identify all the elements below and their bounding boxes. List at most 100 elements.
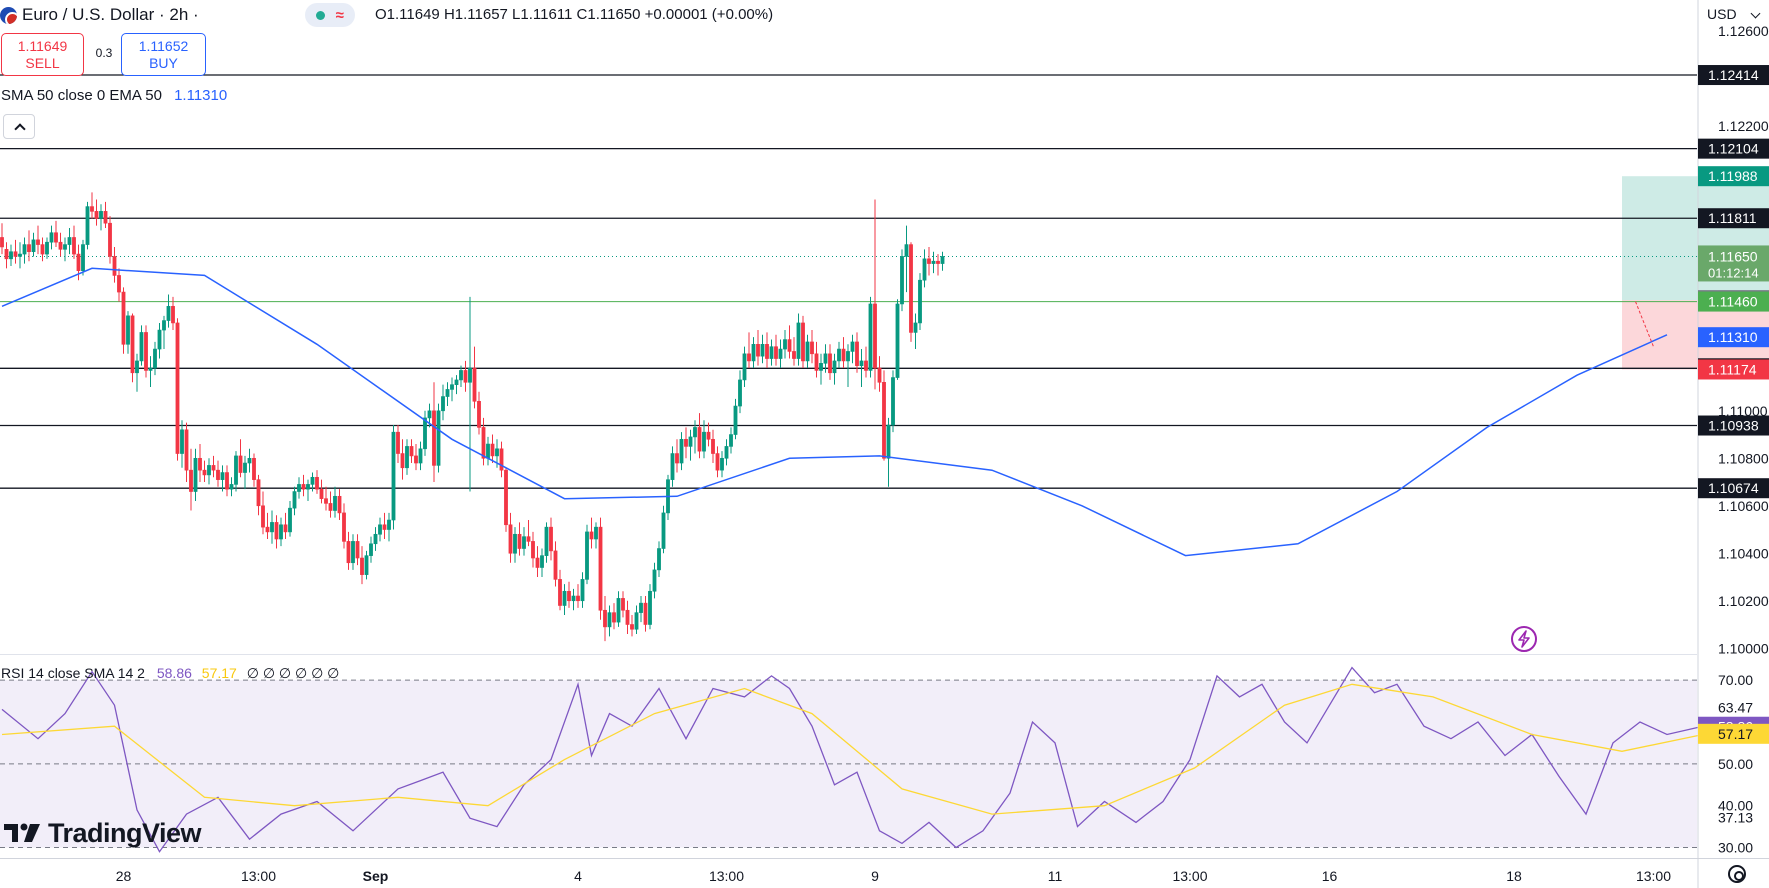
- candle-body: [481, 427, 486, 459]
- candle-body: [265, 526, 270, 533]
- candle-body: [796, 322, 801, 359]
- sell-button[interactable]: 1.11649 SELL: [1, 33, 84, 76]
- time-tick-label: 18: [1506, 868, 1522, 884]
- gear-icon[interactable]: [1728, 865, 1746, 883]
- candle-body: [652, 569, 657, 592]
- target-zone: [1622, 176, 1769, 301]
- candle-body: [234, 455, 238, 485]
- tradingview-logo: TradingView: [4, 817, 202, 848]
- candle-body: [193, 457, 198, 492]
- candle-body: [324, 498, 328, 504]
- candle-body: [774, 346, 778, 359]
- candle-body: [400, 453, 405, 469]
- candle-body: [306, 484, 310, 490]
- candle-body: [94, 211, 99, 219]
- candle-body: [720, 457, 724, 471]
- candle-body: [378, 524, 382, 535]
- candle-body: [247, 457, 252, 464]
- candle-body: [126, 315, 130, 345]
- candle-body: [99, 211, 103, 219]
- candle-body: [477, 400, 481, 428]
- candle-body: [783, 339, 787, 350]
- candle-body: [886, 424, 891, 459]
- candle-body: [787, 339, 792, 352]
- candle-body: [738, 379, 742, 407]
- candle-body: [828, 353, 832, 374]
- candle-body: [594, 526, 598, 540]
- candle-body: [148, 367, 153, 371]
- candle-body: [805, 341, 810, 362]
- candle-body: [648, 590, 652, 625]
- candle-body: [751, 344, 756, 362]
- price-tag-stop: 1.11174: [1708, 361, 1757, 377]
- bolt-icon[interactable]: [1511, 626, 1537, 652]
- rsi-legend[interactable]: RSI 14 close SMA 14 2 58.86 57.17 ∅ ∅ ∅ …: [1, 665, 339, 682]
- candle-body: [733, 405, 738, 435]
- price-tag-target: 1.11988: [1708, 168, 1758, 184]
- candle-body: [67, 237, 72, 245]
- candle-body: [868, 303, 873, 371]
- candle-body: [270, 522, 274, 533]
- candle-body: [0, 237, 4, 248]
- logo-text: TradingView: [48, 817, 202, 848]
- candle-body: [22, 244, 27, 255]
- trade-path: [1635, 301, 1654, 347]
- price-tag-ma-bg: [1698, 327, 1769, 348]
- candle-body: [130, 315, 135, 374]
- candle-body: [837, 348, 841, 362]
- level-tag: 1.12414: [1708, 67, 1759, 83]
- ma-line: [1, 267, 1668, 557]
- candle-body: [36, 239, 40, 245]
- symbol-title[interactable]: Euro / U.S. Dollar · 2h ·: [22, 5, 199, 24]
- candle-body: [931, 260, 936, 264]
- candle-body: [639, 602, 643, 613]
- sell-price: 1.11649: [17, 38, 68, 54]
- candle-body: [769, 346, 774, 359]
- collapse-icon[interactable]: [3, 114, 35, 139]
- candle-body: [522, 536, 526, 549]
- candle-body: [445, 389, 450, 397]
- level-tag: 1.11811: [1708, 210, 1757, 226]
- symbol-header[interactable]: Euro / U.S. Dollar · 2h ·: [0, 4, 199, 26]
- candle-body: [891, 377, 895, 426]
- candle-body: [45, 241, 49, 255]
- level-tag-bg: [1698, 138, 1769, 159]
- price-tick-label: 1.10600: [1718, 498, 1769, 514]
- time-tick-label: 13:00: [1172, 868, 1207, 884]
- candle-body: [468, 367, 472, 383]
- candle-body: [252, 457, 256, 480]
- candle-body: [603, 609, 607, 628]
- candle-body: [850, 341, 855, 352]
- level-tag-bg: [1698, 208, 1769, 229]
- buy-button[interactable]: 1.11652 BUY: [121, 33, 206, 76]
- ma-legend[interactable]: SMA 50 close 0 EMA 50 1.11310: [1, 87, 227, 104]
- candle-body: [184, 429, 189, 471]
- candle-body: [765, 344, 769, 359]
- candle-body: [369, 543, 373, 556]
- candle-body: [819, 363, 823, 371]
- candle-body: [202, 469, 207, 476]
- rsi-tick-label: 37.13: [1718, 810, 1753, 826]
- candle-body: [90, 206, 94, 212]
- candle-body: [220, 472, 225, 480]
- candle-body: [922, 258, 927, 281]
- candle-body: [157, 329, 162, 350]
- candle-body: [702, 431, 706, 452]
- candle-body: [198, 457, 202, 471]
- candle-body: [895, 303, 900, 378]
- candle-body: [918, 279, 922, 324]
- market-status-pill[interactable]: ≈: [305, 3, 355, 27]
- candle-body: [630, 624, 634, 630]
- candle-body: [472, 367, 477, 402]
- candle-body: [688, 436, 693, 447]
- candle-body: [315, 476, 319, 490]
- candle-body: [18, 253, 22, 257]
- candle-body: [85, 206, 90, 245]
- candle-body: [450, 384, 454, 390]
- candle-body: [72, 237, 76, 255]
- currency-label[interactable]: USD: [1707, 6, 1737, 22]
- rsi-line: [1, 666, 1704, 853]
- candle-body: [121, 291, 126, 345]
- candle-body: [144, 332, 148, 371]
